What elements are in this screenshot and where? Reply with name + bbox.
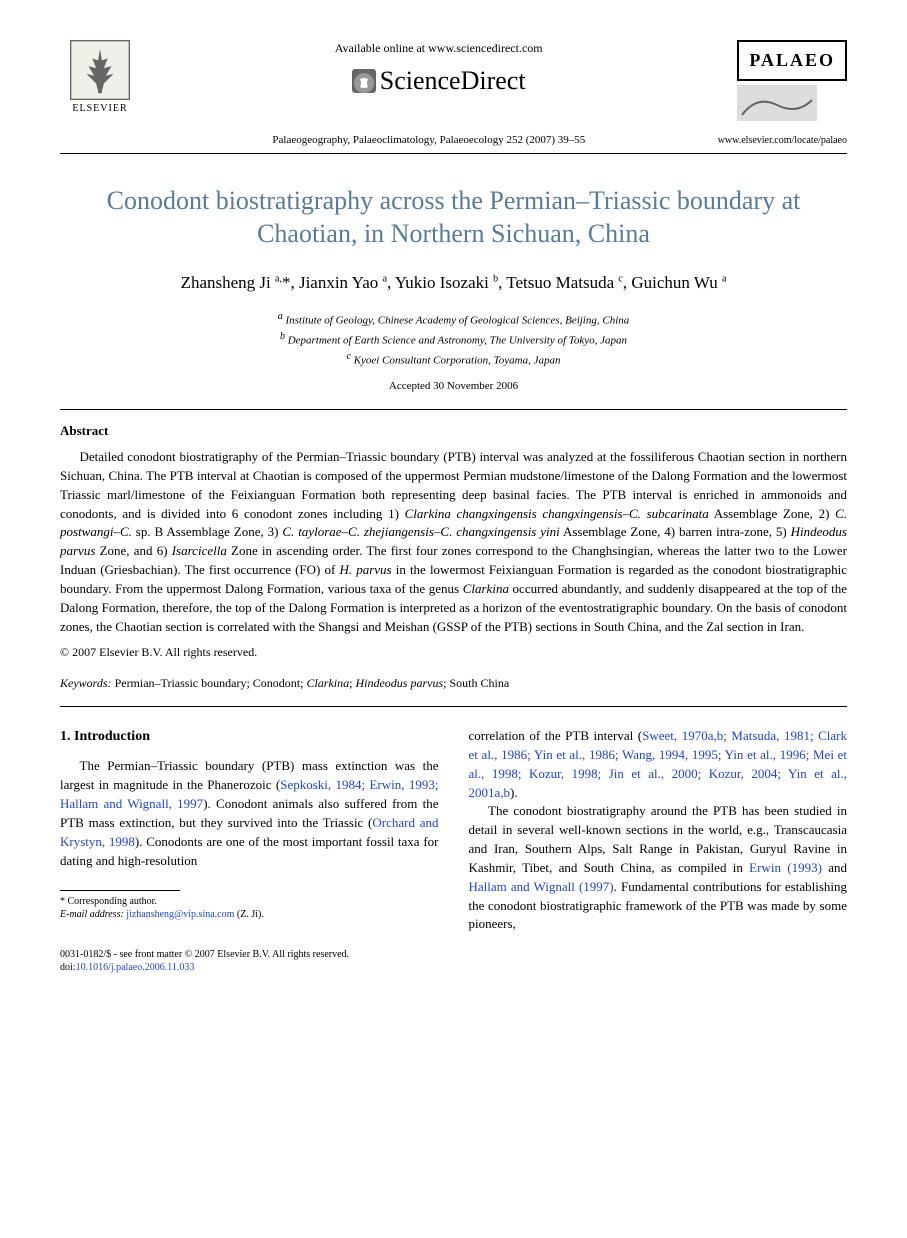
doi-link[interactable]: 10.1016/j.palaeo.2006.11.033 [76, 962, 195, 973]
center-header: Available online at www.sciencedirect.co… [140, 40, 737, 100]
email-line: E-mail address: jizhansheng@vip.sina.com… [60, 908, 439, 921]
intro-paragraph-1: The Permian–Triassic boundary (PTB) mass… [60, 757, 439, 870]
copyright-line: © 2007 Elsevier B.V. All rights reserved… [60, 644, 847, 661]
sciencedirect-text: ScienceDirect [380, 63, 526, 99]
keywords-text: Permian–Triassic boundary; Conodont; Cla… [115, 676, 510, 690]
footnote-block: * Corresponding author. E-mail address: … [60, 895, 439, 921]
email-post: (Z. Ji). [237, 909, 264, 920]
affiliation-b: b Department of Earth Science and Astron… [60, 329, 847, 349]
affiliation-a-text: Institute of Geology, Chinese Academy of… [285, 315, 629, 327]
elsevier-logo: ELSEVIER [60, 40, 140, 116]
body-columns: 1. Introduction The Permian–Triassic bou… [60, 727, 847, 934]
elsevier-text: ELSEVIER [72, 102, 127, 116]
affiliation-c: c Kyoei Consultant Corporation, Toyama, … [60, 349, 847, 369]
abstract-bottom-rule [60, 706, 847, 707]
palaeo-text: PALAEO [737, 40, 847, 81]
elsevier-tree-icon [70, 40, 130, 100]
palaeo-icon [737, 85, 817, 121]
accepted-date: Accepted 30 November 2006 [60, 379, 847, 394]
keywords-label: Keywords: [60, 676, 112, 690]
affiliation-c-text: Kyoei Consultant Corporation, Toyama, Ja… [354, 355, 561, 367]
footer-info: 0031-0182/$ - see front matter © 2007 El… [60, 948, 847, 974]
sciencedirect-icon [352, 69, 376, 93]
keywords: Keywords: Permian–Triassic boundary; Con… [60, 675, 847, 692]
front-matter-line: 0031-0182/$ - see front matter © 2007 El… [60, 948, 847, 961]
section-1-heading: 1. Introduction [60, 727, 439, 747]
doi-label: doi: [60, 962, 76, 973]
sciencedirect-logo: ScienceDirect [352, 63, 526, 99]
affiliations: a Institute of Geology, Chinese Academy … [60, 309, 847, 369]
journal-url: www.elsevier.com/locate/palaeo [718, 134, 847, 148]
ref-link-4[interactable]: Erwin (1993) [749, 860, 822, 875]
affiliation-a: a Institute of Geology, Chinese Academy … [60, 309, 847, 329]
email-label: E-mail address: [60, 909, 124, 920]
left-column: 1. Introduction The Permian–Triassic bou… [60, 727, 439, 934]
header-rule [60, 153, 847, 154]
authors-line: Zhansheng Ji a,*, Jianxin Yao a, Yukio I… [60, 271, 847, 295]
abstract-text: Detailed conodont biostratigraphy of the… [60, 448, 847, 636]
intro-paragraph-2: The conodont biostratigraphy around the … [469, 802, 848, 934]
header-row: ELSEVIER Available online at www.science… [60, 40, 847, 121]
available-online-text: Available online at www.sciencedirect.co… [140, 40, 737, 57]
journal-reference: Palaeogeography, Palaeoclimatology, Pala… [140, 133, 718, 148]
p1c-text-2: ). [510, 785, 518, 800]
email-link[interactable]: jizhansheng@vip.sina.com [126, 909, 234, 920]
p1c-text-1: correlation of the PTB interval ( [469, 728, 643, 743]
right-column: correlation of the PTB interval (Sweet, … [469, 727, 848, 934]
journal-line: Palaeogeography, Palaeoclimatology, Pala… [60, 133, 847, 148]
affiliation-b-text: Department of Earth Science and Astronom… [288, 335, 627, 347]
footnote-rule [60, 890, 180, 891]
doi-line: doi:10.1016/j.palaeo.2006.11.033 [60, 961, 847, 974]
ref-link-5[interactable]: Hallam and Wignall (1997) [469, 879, 614, 894]
abstract-label: Abstract [60, 422, 847, 440]
article-title: Conodont biostratigraphy across the Perm… [60, 184, 847, 252]
corresponding-author: * Corresponding author. [60, 895, 439, 908]
abstract-top-rule [60, 409, 847, 410]
intro-paragraph-1-cont: correlation of the PTB interval (Sweet, … [469, 727, 848, 802]
p2-text-2: and [822, 860, 847, 875]
palaeo-logo-box: PALAEO [737, 40, 847, 121]
